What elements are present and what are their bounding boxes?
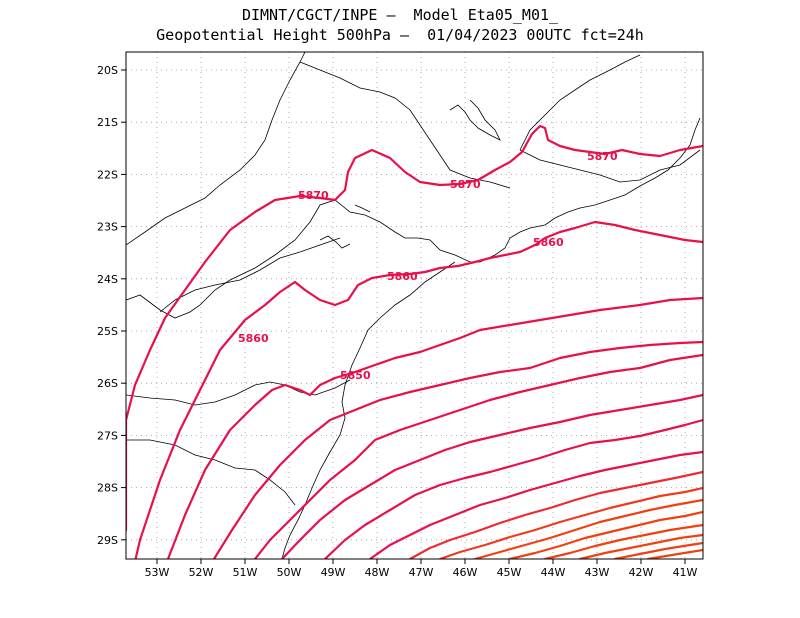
- x-tick-label: 50W: [277, 566, 302, 579]
- contour-5870: [126, 124, 703, 532]
- x-tick-label: 52W: [189, 566, 214, 579]
- x-tick-label: 49W: [321, 566, 346, 579]
- contour-5740: [578, 533, 703, 559]
- contours: [126, 124, 703, 559]
- contour-label: 5860: [387, 270, 418, 283]
- y-tick-label: 29S: [97, 534, 118, 547]
- contour-5720: [646, 548, 703, 559]
- x-tick-label: 42W: [629, 566, 654, 579]
- chart-title-line-1: DIMNT/CGCT/INPE – Model Eta05_M01_: [241, 6, 559, 24]
- contour-5770: [473, 498, 703, 559]
- contour-label: 5850: [340, 369, 371, 382]
- state-border: [299, 61, 511, 189]
- x-tick-label: 47W: [409, 566, 434, 579]
- contour-5820: [280, 393, 703, 559]
- contour-5790: [408, 470, 703, 559]
- contour-5830: [253, 353, 703, 559]
- y-tick-label: 28S: [97, 482, 118, 495]
- x-axis-ticks: 53W 52W 51W 50W 49W 48W 47W 46W 45W 44W 43W 42W 41W: [145, 559, 698, 579]
- x-tick-label: 45W: [497, 566, 522, 579]
- x-tick-label: 48W: [365, 566, 390, 579]
- y-tick-label: 26S: [97, 377, 118, 390]
- contour-5850: [166, 296, 703, 559]
- plot-frame: [125, 51, 704, 560]
- x-tick-label: 43W: [585, 566, 610, 579]
- coastline-south: [281, 261, 456, 559]
- contour-label: 5870: [298, 189, 329, 202]
- y-tick-label: 24S: [97, 273, 118, 286]
- coastline: [126, 117, 701, 319]
- y-tick-label: 20S: [97, 64, 118, 77]
- x-tick-label: 46W: [453, 566, 478, 579]
- contour-label: 5860: [533, 236, 564, 249]
- y-tick-label: 25S: [97, 325, 118, 338]
- grid-lines: [126, 52, 703, 559]
- y-tick-label: 23S: [97, 221, 118, 234]
- contour-5800: [368, 450, 703, 559]
- state-border: [126, 379, 351, 406]
- y-tick-label: 22S: [97, 168, 118, 181]
- state-border: [519, 54, 641, 151]
- state-border: [519, 149, 701, 183]
- x-tick-label: 51W: [233, 566, 258, 579]
- contour-5860: [134, 220, 703, 559]
- contour-5840: [212, 340, 703, 559]
- contour-5810: [323, 418, 703, 559]
- reservoir: [354, 204, 371, 213]
- coastline-and-borders: [126, 52, 701, 559]
- contour-label: 5870: [450, 178, 481, 191]
- y-tick-label: 27S: [97, 429, 118, 442]
- state-border: [159, 237, 341, 313]
- chart-title-line-2: Geopotential Height 500hPa – 01/04/2023 …: [156, 26, 644, 44]
- x-tick-label: 53W: [145, 566, 170, 579]
- contour-label: 5870: [587, 150, 618, 163]
- state-border: [126, 439, 296, 506]
- x-tick-label: 44W: [541, 566, 566, 579]
- y-tick-label: 21S: [97, 116, 118, 129]
- reservoir: [319, 235, 351, 249]
- contour-label: 5860: [238, 332, 269, 345]
- reservoir: [449, 99, 501, 141]
- contour-5780: [438, 486, 703, 559]
- state-border: [126, 52, 306, 246]
- contour-5760: [508, 510, 703, 559]
- y-axis-ticks: 20S 21S 22S 23S 24S 25S 26S 27S 28S 29S: [97, 64, 126, 547]
- contour-labels: 5870 5870 5870 5860 5860 5860 5850: [238, 150, 618, 382]
- contour-5750: [543, 523, 703, 559]
- x-tick-label: 41W: [673, 566, 698, 579]
- contour-5730: [613, 541, 703, 559]
